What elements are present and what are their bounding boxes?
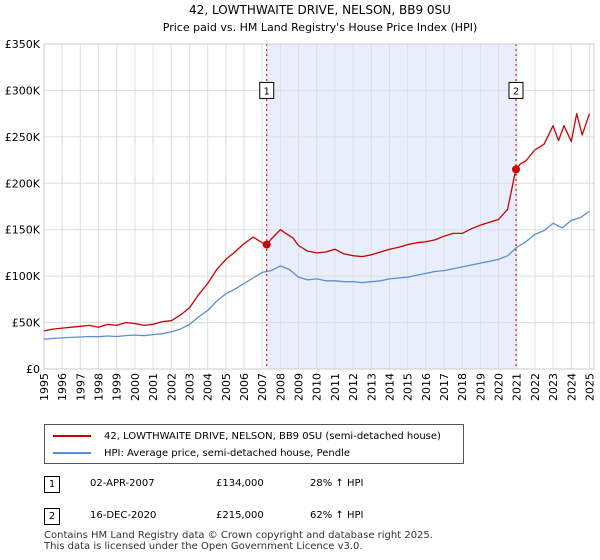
price-chart: 42, LOWTHWAITE DRIVE, NELSON, BB9 0SU Pr…: [5, 3, 597, 401]
x-tick-label: 1999: [111, 373, 124, 401]
y-tick-label: £300K: [5, 84, 41, 97]
x-tick-label: 2003: [183, 373, 196, 401]
x-tick-label: 2023: [547, 373, 560, 401]
x-tick-label: 2024: [565, 373, 578, 401]
legend-swatch-hpi: [53, 452, 91, 454]
x-tick-label: 2005: [220, 373, 233, 401]
x-tick-label: 2009: [293, 373, 306, 401]
y-tick-label: £0: [26, 363, 40, 376]
x-tick-label: 2018: [456, 373, 469, 401]
x-tick-label: 2022: [529, 373, 542, 401]
legend-item-hpi: HPI: Average price, semi-detached house,…: [53, 445, 350, 461]
x-tick-label: 2001: [147, 373, 160, 401]
x-tick-label: 2019: [474, 373, 487, 401]
x-tick-label: 2016: [420, 373, 433, 401]
x-tick-label: 1998: [93, 373, 106, 401]
x-tick-label: 2007: [256, 373, 269, 401]
x-tick-label: 2012: [347, 373, 360, 401]
y-tick-label: £200K: [5, 177, 41, 190]
x-tick-label: 2021: [511, 373, 524, 401]
legend-label-property: 42, LOWTHWAITE DRIVE, NELSON, BB9 0SU (s…: [104, 430, 441, 442]
x-tick-label: 2000: [129, 373, 142, 401]
y-tick-label: £350K: [5, 38, 41, 51]
y-tick-label: £100K: [5, 270, 41, 283]
shaded-ownership-region: [266, 44, 516, 369]
plot-area: £0 £50K £100K £150K £200K £250K £300K £350K 1995…: [5, 38, 597, 401]
sale-price-1: £134,000: [216, 478, 264, 489]
sale-hpi-1: 28% ↑ HPI: [310, 478, 364, 489]
x-tick-label: 2017: [438, 373, 451, 401]
y-tick-label: £250K: [5, 131, 41, 144]
chart-title: 42, LOWTHWAITE DRIVE, NELSON, BB9 0SU: [189, 3, 451, 17]
x-tick-label: 2008: [274, 373, 287, 401]
footer-line-2: This data is licensed under the Open Gov…: [44, 541, 363, 552]
legend-item-property: 42, LOWTHWAITE DRIVE, NELSON, BB9 0SU (s…: [53, 428, 441, 444]
sale-date-1: 02-APR-2007: [90, 478, 155, 489]
x-tick-label: 2014: [383, 373, 396, 401]
sale-point-2: [512, 165, 520, 174]
sale-marker-1: 1: [44, 476, 60, 493]
x-tick-label: 2013: [365, 373, 378, 401]
sale-row-1: 1 02-APR-2007 £134,000 28% ↑ HPI: [44, 474, 464, 496]
chart-subtitle: Price paid vs. HM Land Registry's House …: [163, 21, 478, 34]
x-tick-label: 2020: [493, 373, 506, 401]
footer-line-1: Contains HM Land Registry data © Crown c…: [44, 530, 433, 541]
legend-swatch-property: [53, 435, 91, 437]
x-tick-label: 2015: [402, 373, 415, 401]
legend: 42, LOWTHWAITE DRIVE, NELSON, BB9 0SU (s…: [44, 424, 464, 464]
sale-label-1: 1: [264, 86, 270, 97]
x-tick-label: 2006: [238, 373, 251, 401]
x-tick-label: 2011: [329, 373, 342, 401]
sale-hpi-2: 62% ↑ HPI: [310, 510, 364, 521]
x-tick-label: 2010: [311, 373, 324, 401]
footer: Contains HM Land Registry data © Crown c…: [44, 530, 433, 552]
sale-point-1: [262, 240, 271, 249]
sale-date-2: 16-DEC-2020: [90, 510, 157, 521]
sale-label-box-1: [259, 81, 275, 99]
y-tick-label: £150K: [5, 224, 41, 237]
sale-label-box-2: [508, 81, 524, 99]
x-tick-label: 1996: [56, 373, 69, 401]
sale-label-2: 2: [513, 86, 519, 97]
sale-row-2: 2 16-DEC-2020 £215,000 62% ↑ HPI: [44, 506, 464, 528]
plot-frame: [43, 43, 595, 370]
x-tick-label: 1995: [38, 373, 51, 401]
x-tick-label: 1997: [74, 373, 87, 401]
sale-price-2: £215,000: [216, 510, 264, 521]
y-tick-label: £50K: [12, 317, 41, 330]
sale-marker-2: 2: [44, 508, 60, 525]
legend-label-hpi: HPI: Average price, semi-detached house,…: [104, 447, 351, 459]
series-line-hpi: [43, 210, 590, 340]
x-tick-label: 2002: [165, 373, 178, 401]
x-tick-label: 2004: [202, 373, 215, 401]
x-tick-label: 2025: [583, 373, 596, 401]
